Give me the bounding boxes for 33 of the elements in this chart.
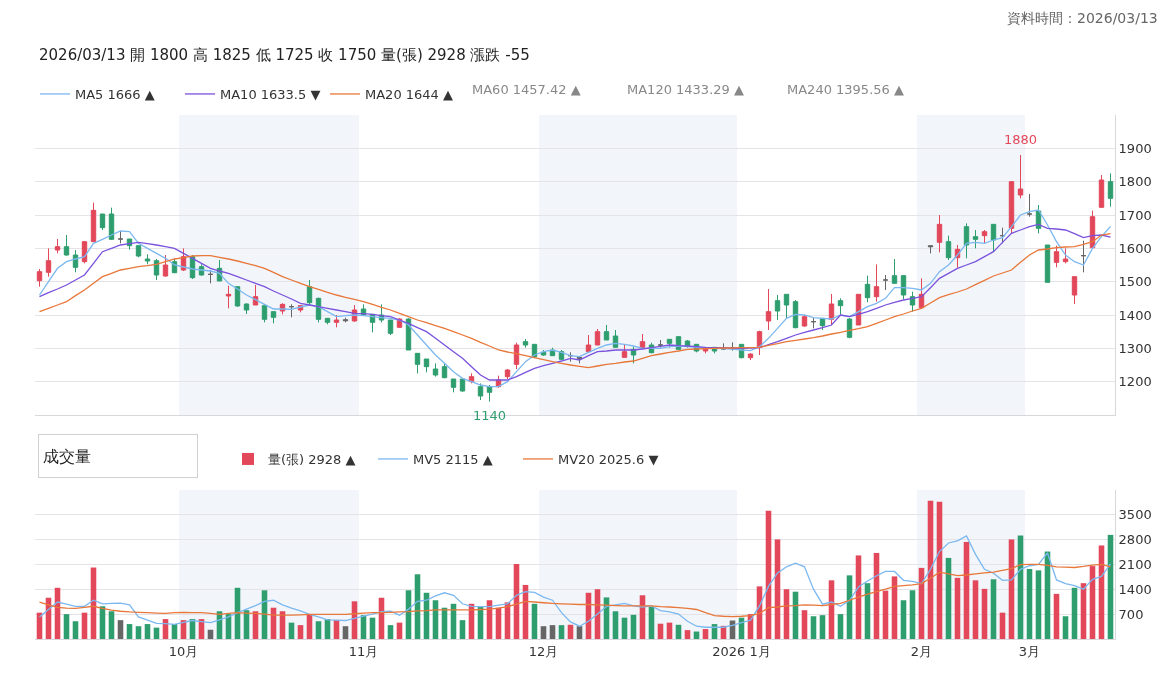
y-tick-label: 2800 (1118, 531, 1152, 547)
y-tick-label: 700 (1118, 606, 1144, 622)
y-tick-label: 1300 (1118, 340, 1152, 356)
y-tick-label: 1400 (1118, 581, 1152, 597)
y-tick-label: 1700 (1118, 207, 1152, 223)
legend-label: MA10 1633.5 ▼ (220, 87, 321, 103)
legend-label: MA5 1666 ▲ (75, 87, 155, 103)
y-tick-label: 1200 (1118, 374, 1152, 390)
text: MA60 1457.42 ▲ (472, 82, 581, 97)
text: MA120 1433.29 ▲ (627, 82, 744, 97)
annotation: 1140 (473, 408, 507, 423)
y-tick-label: 1800 (1118, 174, 1152, 190)
x-tick-label: 12月 (528, 643, 559, 659)
y-tick-label: 1400 (1118, 307, 1152, 323)
x-tick-label: 2月 (910, 643, 933, 659)
y-tick-label: 1500 (1118, 274, 1152, 290)
text: 資料時間：2026/03/13 (1007, 10, 1158, 26)
x-tick-label: 10月 (168, 643, 199, 659)
x-tick-label: 11月 (348, 643, 379, 659)
chart-subtitle: 2026/03/13 開 1800 高 1825 低 1725 收 1750 量(張) 2928 漲跌 -55 (39, 46, 530, 64)
text: MA240 1395.56 ▲ (787, 82, 904, 97)
text: 成交量 (43, 446, 91, 466)
legend-label: MV20 2025.6 ▼ (558, 452, 659, 468)
y-tick-label: 1900 (1118, 140, 1152, 156)
annotation: 1880 (1004, 132, 1038, 147)
x-tick-label: 3月 (1018, 643, 1041, 659)
legend-label: MV5 2115 ▲ (413, 452, 493, 468)
legend-label: MA20 1644 ▲ (365, 87, 453, 103)
legend-label: 量(張) 2928 ▲ (268, 452, 356, 468)
y-tick-label: 2100 (1118, 556, 1152, 572)
y-tick-label: 1600 (1118, 240, 1152, 256)
y-tick-label: 3500 (1118, 507, 1152, 523)
x-tick-label: 2026 1月 (712, 643, 771, 659)
